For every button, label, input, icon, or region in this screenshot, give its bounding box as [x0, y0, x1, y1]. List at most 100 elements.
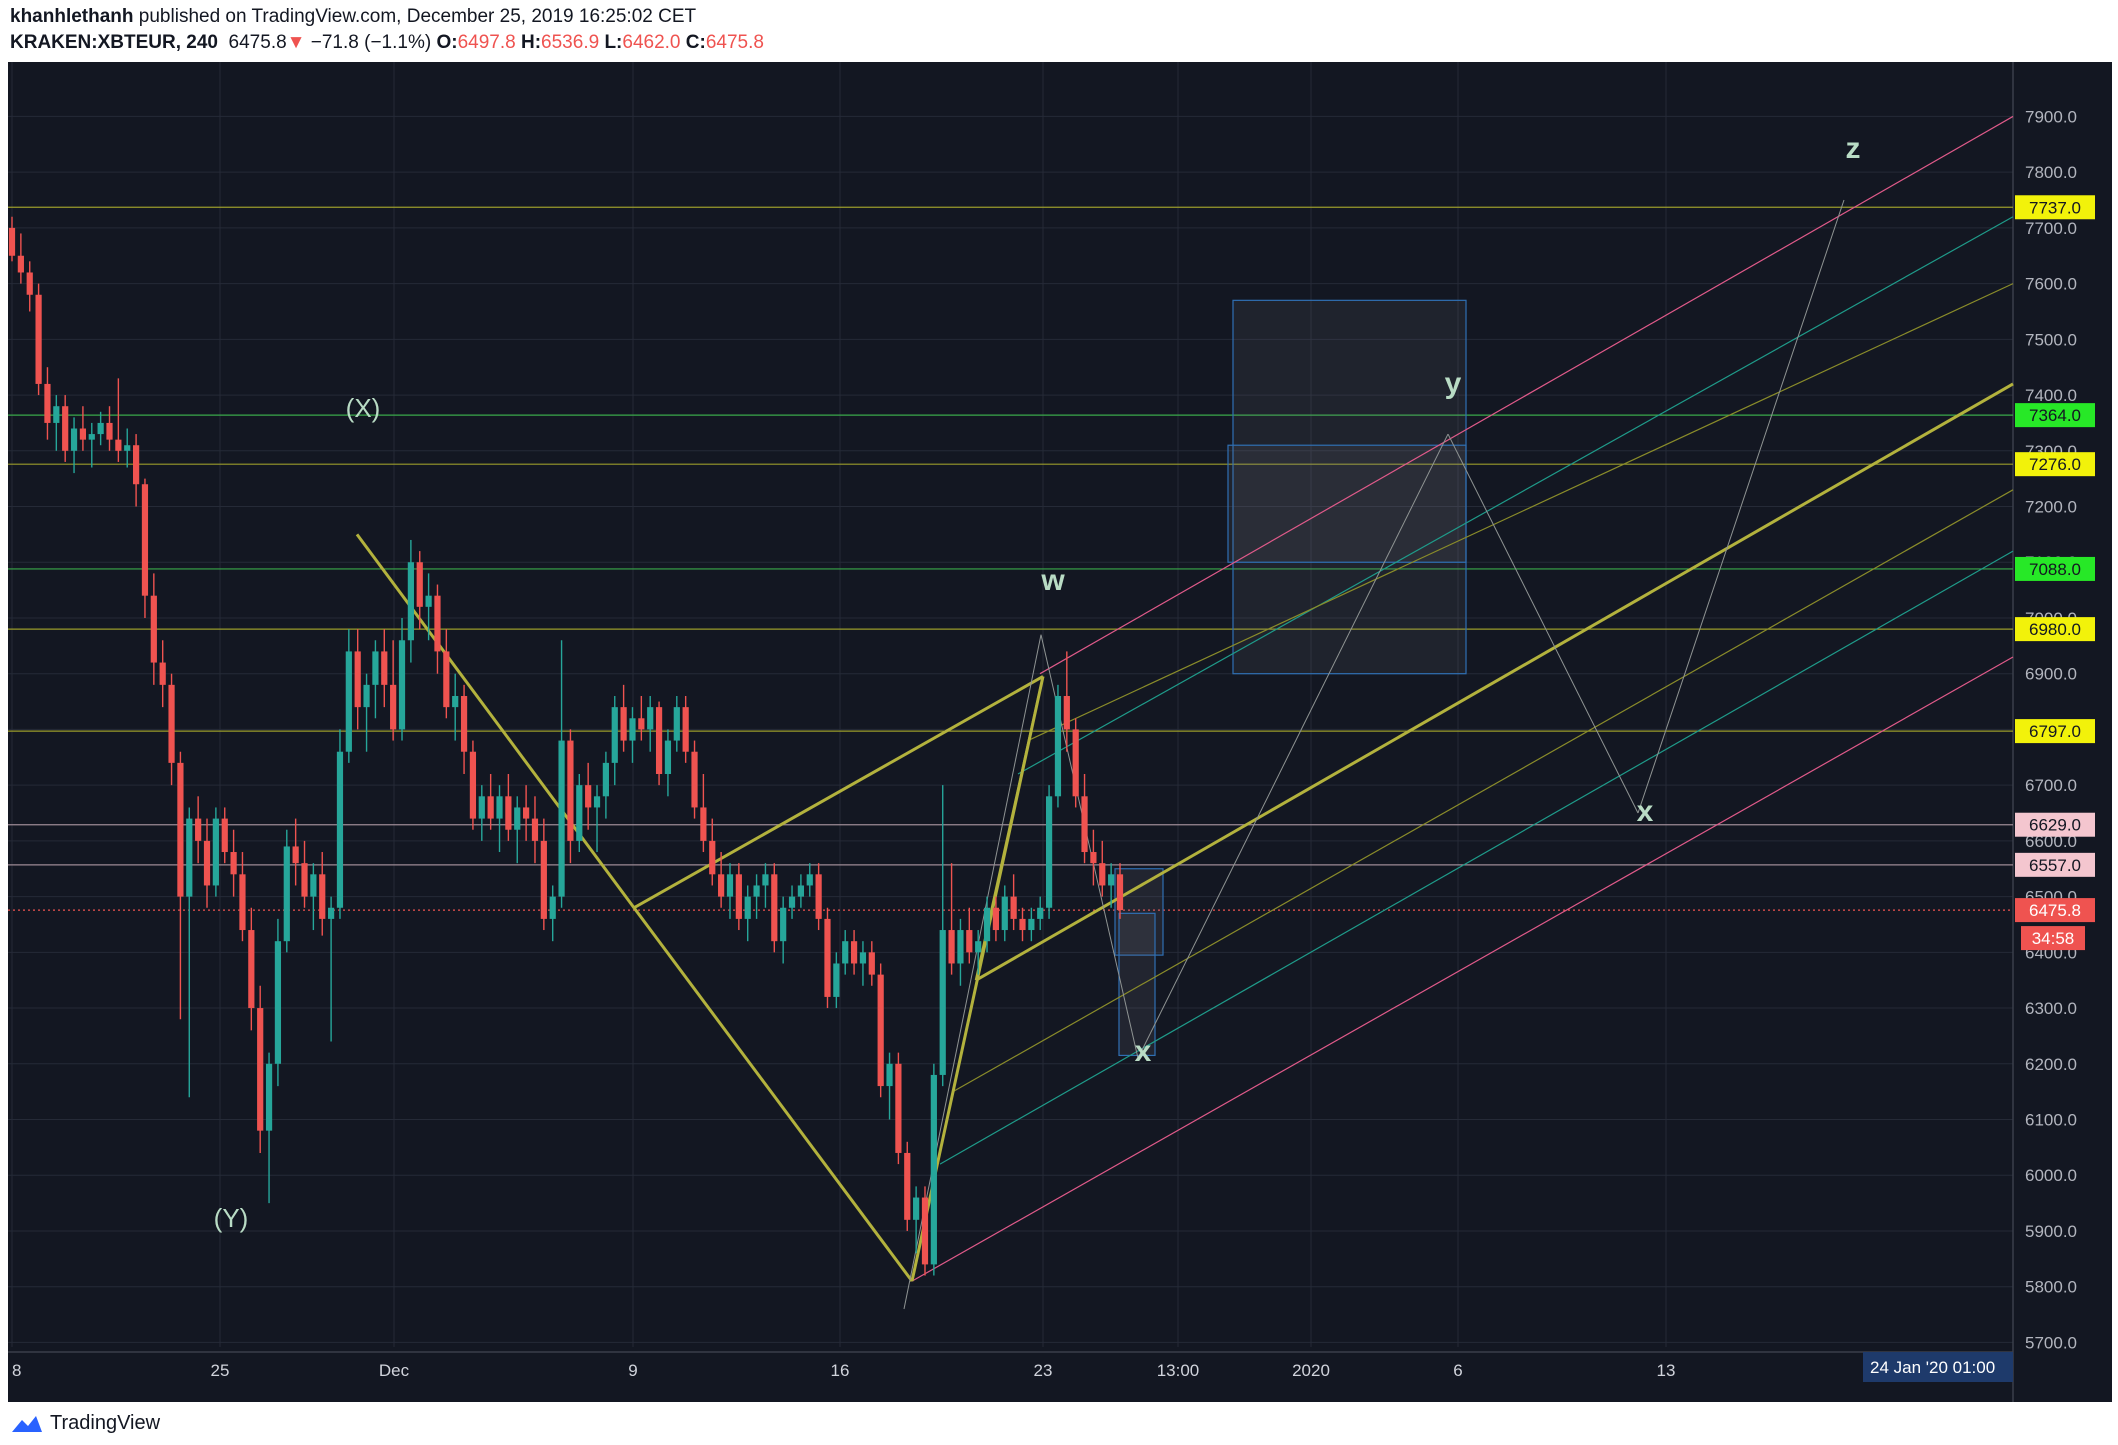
candle-body — [593, 796, 601, 808]
candle-body — [487, 796, 494, 819]
pullback-box-2 — [1118, 912, 1156, 1057]
price-label: 6980.0 — [2029, 620, 2081, 639]
wave-upper-line — [633, 675, 1044, 910]
candle-body — [771, 874, 778, 942]
price-label-box — [2015, 556, 2095, 581]
candle-body — [1108, 874, 1115, 886]
candle-body — [1037, 907, 1044, 919]
candle-body — [407, 562, 414, 641]
candle-body — [159, 662, 166, 685]
high-label: H: — [520, 32, 542, 53]
price-label: 7276.0 — [2029, 455, 2081, 474]
candle-body — [505, 796, 512, 830]
candle-body — [709, 840, 716, 875]
channel-teal-upper — [1017, 216, 2014, 775]
candle-body — [523, 807, 530, 819]
crosshair-time-box — [1863, 1352, 2013, 1382]
candle-body — [469, 751, 477, 819]
candle-body — [381, 651, 388, 685]
candle-body — [859, 952, 867, 964]
pitchfork-median — [975, 382, 2014, 982]
price-label-box — [2015, 812, 2095, 837]
author-name[interactable]: khanhlethanh — [10, 6, 134, 27]
y-tick-label: 7900.0 — [2025, 107, 2077, 126]
price-label: 6797.0 — [2029, 722, 2081, 741]
price-label: 7088.0 — [2029, 560, 2081, 579]
candle-body — [992, 907, 1000, 931]
candle-body — [203, 840, 211, 886]
candle-body — [647, 707, 654, 730]
candle-body — [966, 930, 973, 953]
x-tick-label: 6 — [1453, 1361, 1462, 1380]
candle-body — [363, 684, 370, 708]
candle-body — [558, 740, 565, 897]
candle-body — [638, 718, 645, 730]
countdown-label: 34:58 — [2032, 929, 2075, 948]
candle-body — [336, 751, 344, 908]
candle-body — [124, 445, 131, 451]
candle-body — [150, 595, 157, 663]
projection-path — [1447, 433, 1639, 814]
last-price: 6475.8 — [228, 32, 287, 53]
candle-body — [673, 707, 680, 741]
publish-info: khanhlethanh published on TradingView.co… — [10, 6, 696, 28]
price-change: −71.8 (−1.1%) — [310, 32, 432, 53]
candle-body — [292, 846, 299, 864]
candle-body — [735, 874, 742, 919]
candle-body — [975, 941, 982, 953]
candle-body — [753, 885, 760, 897]
candle-body — [886, 1063, 893, 1087]
wave-line — [355, 533, 636, 909]
candle-body — [611, 707, 618, 763]
candle-body — [17, 255, 24, 273]
candle-body — [97, 422, 104, 435]
price-label-box — [2015, 403, 2095, 428]
chart-svg[interactable]: 5700.0 5800.0 5900.0 6000.0 6100.0 6200.0 6300… — [8, 62, 2112, 1402]
candle-body — [1072, 729, 1079, 797]
price-label: 7364.0 — [2029, 406, 2081, 425]
y-tick-label: 7400.0 — [2025, 386, 2077, 405]
candle-body — [230, 852, 237, 875]
symbol-label[interactable]: KRAKEN:XBTEUR, 240 — [10, 32, 218, 53]
wave-line — [632, 906, 914, 1283]
open-value: 6497.8 — [457, 32, 516, 53]
candle-body — [1028, 918, 1035, 931]
candle-body — [106, 422, 113, 440]
candle-body — [850, 941, 858, 964]
price-label: 6475.8 — [2029, 901, 2081, 920]
x-tick-label: 2020 — [1292, 1361, 1330, 1380]
candle-body — [195, 818, 202, 841]
candle-body — [1081, 796, 1088, 853]
candle-body — [877, 974, 884, 1087]
candle-body — [239, 874, 246, 931]
candles — [8, 216, 1124, 1276]
publish-date: published on TradingView.com, December 2… — [138, 6, 697, 27]
y-tick-label: 6300.0 — [2025, 999, 2077, 1018]
candle-body — [283, 846, 290, 942]
candle-body — [957, 930, 964, 964]
chart-area[interactable]: 5700.0 5800.0 5900.0 6000.0 6100.0 6200.0 6300… — [8, 62, 2112, 1402]
candle-body — [177, 762, 184, 897]
wave-label: x — [1637, 795, 1654, 828]
candle-body — [620, 707, 627, 741]
y-tick-label: 6700.0 — [2025, 776, 2077, 795]
candle-body — [1001, 896, 1008, 931]
channel-teal-lower — [939, 550, 2014, 1165]
candle-body — [531, 818, 539, 841]
projection-path — [1137, 433, 1449, 1059]
candle-body — [815, 874, 822, 919]
candle-body — [948, 930, 955, 964]
candle-body — [602, 762, 609, 797]
wave-label: x — [1135, 1035, 1152, 1068]
x-tick-label: 13 — [1657, 1361, 1676, 1380]
price-label-box — [2015, 719, 2095, 744]
x-tick-label: 23 — [1034, 1361, 1053, 1380]
y-tick-label: 6200.0 — [2025, 1055, 2077, 1074]
candle-body — [212, 818, 219, 886]
price-label: 7737.0 — [2029, 198, 2081, 217]
candle-body — [452, 695, 459, 708]
candle-body — [930, 1074, 937, 1265]
y-tick-label: 7200.0 — [2025, 498, 2077, 517]
candle-body — [842, 941, 849, 964]
target-box-outer — [1232, 299, 1467, 675]
